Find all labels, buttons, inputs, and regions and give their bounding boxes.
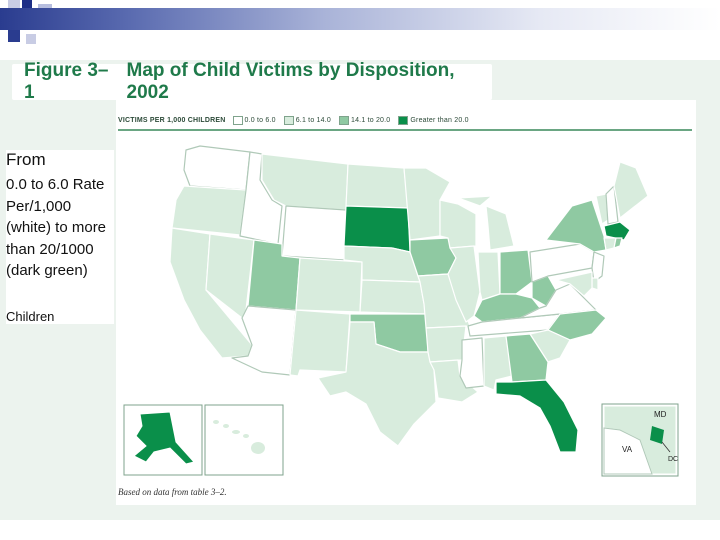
state-AR [425,325,467,363]
dc-inset-dc-label: DC [668,456,678,463]
legend-label-1: 6.1 to 14.0 [295,116,331,124]
dc-inset-dc [650,426,664,444]
state-WA [183,145,251,191]
state-NM [289,309,351,377]
state-IN [477,251,501,301]
state-SD [343,205,411,253]
dc-inset: MD VA DC [601,403,679,477]
alaska-inset [123,404,203,476]
state-ID [239,151,283,245]
legend-item-2: 14.1 to 20.0 [339,115,391,125]
legend-label-0: 0.0 to 6.0 [244,116,276,124]
state-MD [555,271,593,297]
state-DE [591,277,599,291]
state-CO [295,257,363,313]
hawaii-inset [204,404,284,476]
legend-item-3: Greater than 20.0 [398,115,469,125]
legend-swatch-1 [283,115,294,125]
state-MA [603,221,631,241]
legend-swatch-0 [232,115,243,125]
state-AK [133,411,195,465]
figure-number: Figure 3–1 [24,60,109,103]
legend-label-3: Greater than 20.0 [410,116,469,124]
figure-title: Figure 3–1 Map of Child Victims by Dispo… [12,60,492,103]
state-FL [495,379,579,453]
dc-pointer-line [661,441,671,453]
dc-inset-md-label: MD [654,410,667,419]
state-KS [359,279,427,315]
state-MS [459,337,485,389]
state-WY [281,205,347,261]
source-note: Based on data from table 3–2. [118,487,227,497]
hawaii-inset-frame [204,404,284,476]
header-gradient-bar [0,8,720,30]
side-caption: From 0.0 to 6.0 Rate Per/1,000 (white) t… [6,150,114,324]
legend-heading: VICTIMS PER 1,000 CHILDREN [118,116,226,124]
state-VA [519,283,597,319]
dc-inset-va-label: VA [622,445,633,454]
state-GA [505,333,549,383]
legend-label-2: 14.1 to 20.0 [351,116,391,124]
state-ME [613,161,649,219]
map-legend: VICTIMS PER 1,000 CHILDREN 0.0 to 6.0 6.… [118,113,474,127]
legend-swatch-2 [339,115,349,125]
legend-swatch-3 [398,115,409,125]
state-MI [457,195,515,251]
side-caption-description: 0.0 to 6.0 Rate Per/1,000 (white) to mor… [6,176,107,279]
state-HI [213,420,265,454]
side-caption-children: Children [6,308,55,324]
legend-divider [118,129,692,131]
side-caption-from: From [6,150,46,169]
figure-title-text: Map of Child Victims by Disposition, 200… [126,60,455,103]
legend-item-0: 0.0 to 6.0 [232,115,276,125]
state-OH [499,249,533,295]
legend-item-1: 6.1 to 14.0 [283,115,331,125]
dc-inset-va [603,427,653,475]
state-IL [447,245,481,323]
state-LA [429,359,479,403]
state-OR [171,185,247,236]
state-ND [345,163,409,209]
state-RI [613,237,623,249]
state-TX [317,321,437,447]
